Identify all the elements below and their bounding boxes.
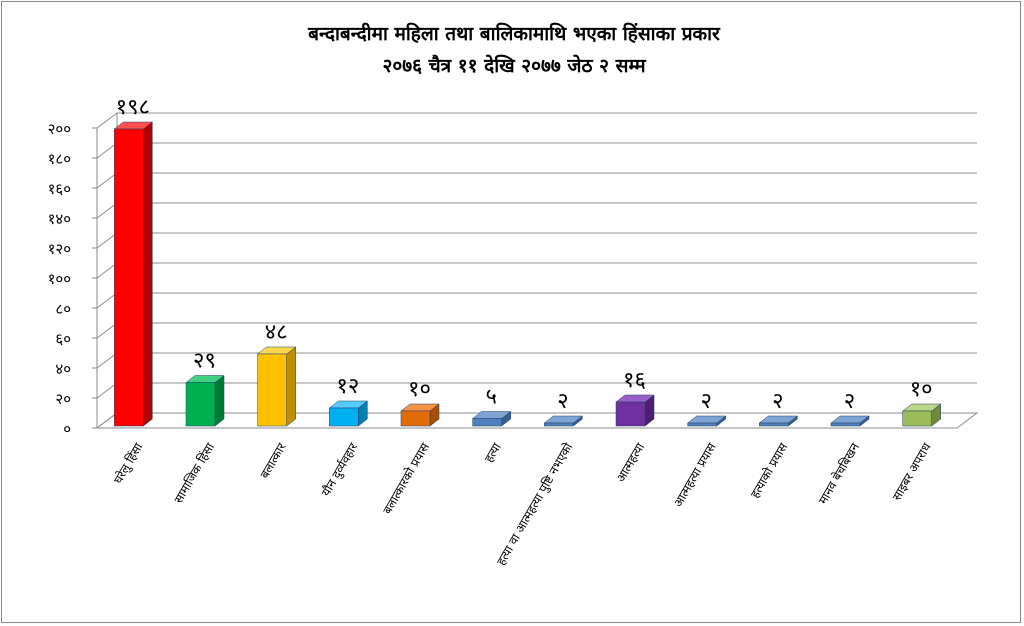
bar <box>400 403 440 427</box>
gridline-side <box>96 142 118 159</box>
y-tick-label: ८० <box>55 300 71 318</box>
y-tick-label: ४० <box>55 360 71 378</box>
data-label: ५ <box>485 385 496 410</box>
category-label: सामाजिक हिंसा <box>171 440 217 506</box>
gridline-side <box>96 382 118 399</box>
bar-front <box>902 410 932 427</box>
floor <box>95 412 979 429</box>
data-label: ४८ <box>265 320 288 345</box>
bar-front <box>114 128 144 427</box>
gridline-side <box>96 232 118 249</box>
bar-front <box>329 407 359 427</box>
bar <box>686 415 727 427</box>
y-tick-label: २० <box>55 390 71 408</box>
data-labels: १९८ २९ ४८ १२ १० ५ २ १६ २ २ २ १० <box>116 95 933 414</box>
bar-front <box>257 353 287 427</box>
bar-side <box>286 346 296 427</box>
bar <box>543 415 584 427</box>
data-label: २९ <box>193 349 216 374</box>
bar <box>758 415 799 427</box>
category-label: यौन दुर्व्यवहार <box>319 440 362 500</box>
bar-side <box>214 374 225 427</box>
gridline-side <box>96 262 118 279</box>
data-label: २ <box>557 389 568 414</box>
chart-subtitle: २०७६ चैत्र ११ देखि २०७७ जेठ २ सम्म <box>382 54 646 77</box>
bar-front <box>759 422 789 427</box>
category-label: साइबर अपराध <box>890 440 934 503</box>
category-label: घरेलु हिंसा <box>111 440 147 487</box>
data-label: २ <box>772 389 783 414</box>
bar <box>615 394 655 427</box>
bar <box>256 346 297 427</box>
gridline-side <box>96 292 118 309</box>
y-tick-label: १८० <box>48 150 71 168</box>
bar-front <box>472 418 502 427</box>
data-label: १९८ <box>116 95 150 120</box>
category-label: बलात्कारको प्रयास <box>380 440 432 517</box>
bar-front <box>544 422 574 427</box>
gridline-side <box>96 202 118 219</box>
bar-front <box>687 422 717 427</box>
bar <box>185 374 225 427</box>
bar <box>471 410 512 427</box>
category-label: बलात्कार <box>257 440 289 481</box>
category-labels: घरेलु हिंसा सामाजिक हिंसा बलात्कार यौन दुर्… <box>111 440 934 569</box>
bar-front <box>615 401 646 427</box>
gridline-side <box>96 112 118 129</box>
category-label: हत्याको प्रयास <box>748 440 791 501</box>
gridline-side <box>96 352 118 369</box>
bar <box>113 121 154 427</box>
bar-front <box>830 422 861 427</box>
bars <box>113 121 942 427</box>
chart-title: बन्दाबन्दीमा महिला तथा बालिकामाथि भएका ह… <box>307 22 721 45</box>
bar <box>328 400 369 427</box>
y-tick-label: ० <box>63 420 71 438</box>
y-tick-label: १६० <box>48 180 71 198</box>
bar-front <box>185 382 216 427</box>
category-label: मानव बेचबिखन <box>816 440 862 506</box>
y-tick-label: ६० <box>55 330 71 348</box>
data-label: १२ <box>336 374 359 399</box>
y-tick-label: १४० <box>48 210 71 228</box>
category-label: हत्या वा आत्महत्या पुष्टि नभएको <box>494 440 577 568</box>
bar <box>830 415 870 427</box>
y-tick-label: १०० <box>48 270 71 288</box>
category-label: आत्महत्या प्रयास <box>671 440 719 510</box>
gridlines <box>96 112 977 429</box>
data-label: १० <box>408 377 431 402</box>
data-label: १६ <box>623 368 646 393</box>
bar-side <box>143 121 153 427</box>
gridline-side <box>96 322 118 339</box>
data-label: २ <box>700 389 711 414</box>
data-label: २ <box>844 389 855 414</box>
gridline-side <box>96 172 118 189</box>
y-tick-label: १२० <box>48 240 71 258</box>
data-label: १० <box>910 377 933 402</box>
y-tick-label: २०० <box>48 120 71 138</box>
bar-front <box>400 410 431 427</box>
bar <box>901 403 942 427</box>
axes <box>95 113 979 429</box>
category-label: हत्या <box>482 440 505 465</box>
category-label: आत्महत्या <box>614 440 648 485</box>
y-axis-ticks: ० २० ४० ६० ८० १०० १२० १४० १६० १८० २०० <box>48 120 97 438</box>
